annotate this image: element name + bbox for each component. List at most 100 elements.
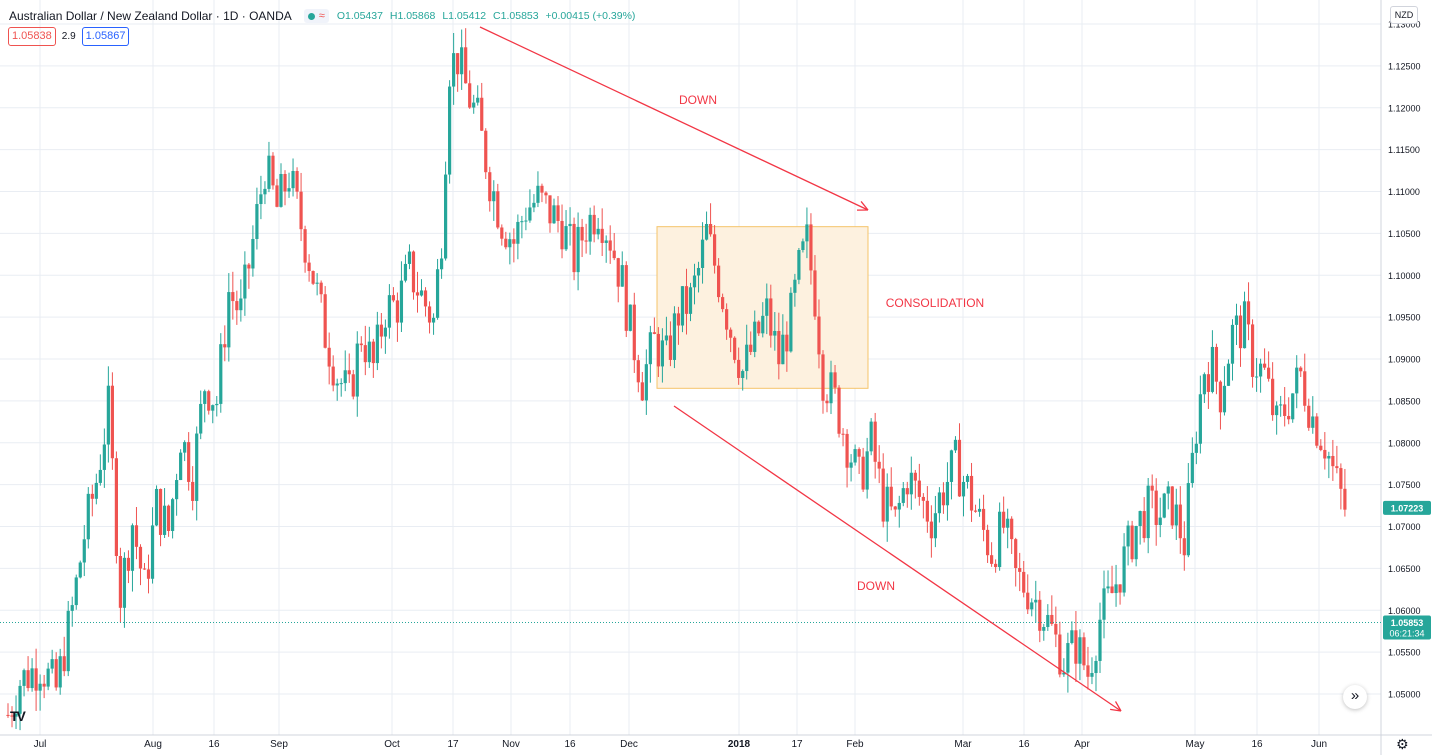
- candle: [219, 333, 223, 413]
- candle: [990, 542, 994, 567]
- candle-body: [283, 173, 287, 192]
- candle: [452, 33, 456, 105]
- candle: [1234, 303, 1239, 346]
- candle-body: [315, 282, 319, 284]
- candle: [692, 263, 697, 305]
- candle: [520, 215, 524, 239]
- candle-body: [1234, 315, 1239, 325]
- y-tick-label: 1.05000: [1388, 690, 1421, 700]
- candle: [837, 385, 841, 438]
- candle: [307, 254, 311, 282]
- candle: [54, 652, 58, 691]
- candle: [106, 366, 110, 463]
- candle: [994, 559, 998, 573]
- candle: [1002, 496, 1006, 534]
- candle-body: [1214, 346, 1219, 382]
- candle-body: [395, 300, 400, 323]
- candle-body: [1331, 455, 1335, 467]
- candle: [1030, 598, 1034, 617]
- candle-body: [1078, 637, 1082, 664]
- candle: [632, 292, 636, 373]
- candle-body: [38, 683, 42, 691]
- candle: [765, 283, 769, 335]
- candle-body: [22, 670, 26, 686]
- quote-row: 1.05838 2.9 1.05867: [8, 27, 130, 46]
- candle: [745, 324, 749, 380]
- candle-body: [793, 279, 797, 293]
- candle-body: [444, 174, 448, 259]
- candle-body: [929, 521, 933, 539]
- candle-body: [1339, 468, 1343, 489]
- candle: [166, 504, 171, 537]
- candle-body: [1279, 404, 1283, 406]
- candle: [704, 211, 709, 241]
- candle-body: [339, 383, 343, 385]
- candle-body: [616, 258, 620, 287]
- candle: [749, 331, 753, 356]
- candle-body: [138, 546, 143, 569]
- candle-body: [1014, 539, 1018, 569]
- candle: [30, 658, 34, 692]
- candle-body: [969, 475, 974, 511]
- candle-body: [122, 557, 127, 608]
- candle: [1118, 584, 1122, 605]
- candle: [1146, 477, 1150, 554]
- candle: [331, 355, 335, 392]
- candle: [299, 172, 303, 242]
- candle-body: [745, 344, 749, 372]
- candle: [367, 326, 371, 368]
- candle: [1106, 570, 1110, 594]
- candle: [444, 161, 448, 261]
- candle: [255, 187, 259, 250]
- candle-body: [825, 400, 829, 404]
- x-tick-label: Aug: [144, 739, 162, 750]
- candle-body: [118, 555, 123, 608]
- candle-body: [150, 525, 155, 579]
- candle: [616, 257, 620, 303]
- candle-body: [877, 461, 881, 469]
- candle: [757, 320, 761, 336]
- candle: [1062, 658, 1066, 677]
- buy-price-button[interactable]: 1.05867: [81, 27, 130, 46]
- candle-body: [721, 297, 725, 310]
- candle: [612, 233, 616, 261]
- candle-body: [941, 492, 946, 506]
- candle: [1339, 463, 1343, 510]
- candle-body: [464, 47, 468, 84]
- candle-body: [1150, 485, 1154, 491]
- candle-body: [419, 290, 424, 296]
- candle: [211, 404, 215, 424]
- scroll-to-realtime-button[interactable]: »: [1343, 685, 1367, 709]
- candle: [893, 505, 897, 517]
- candle: [1315, 413, 1319, 449]
- candle-body: [287, 188, 291, 192]
- candle-body: [853, 449, 857, 463]
- candle: [789, 287, 793, 353]
- candle-body: [889, 486, 893, 507]
- candle: [427, 301, 432, 334]
- candle: [528, 189, 532, 223]
- candle-body: [588, 214, 592, 242]
- candle-body: [1042, 627, 1046, 631]
- candle-body: [608, 240, 612, 251]
- candle-body: [263, 188, 267, 195]
- candle-body: [917, 480, 921, 497]
- candle: [1154, 478, 1158, 546]
- candle-body: [1178, 504, 1182, 539]
- candle-body: [199, 403, 203, 434]
- candle-body: [568, 223, 572, 227]
- sell-price-button[interactable]: 1.05838: [8, 27, 56, 46]
- candle: [1162, 492, 1166, 519]
- gear-icon[interactable]: ⚙: [1396, 736, 1409, 752]
- candle-body: [925, 500, 929, 522]
- candle: [78, 560, 82, 579]
- x-tick-label: 16: [564, 739, 576, 750]
- candle: [243, 251, 247, 316]
- candle: [339, 378, 343, 397]
- candle: [468, 70, 472, 109]
- currency-button[interactable]: NZD: [1390, 6, 1418, 24]
- y-tick-label: 1.13000: [1388, 20, 1421, 30]
- market-status-button[interactable]: ≈: [303, 9, 329, 23]
